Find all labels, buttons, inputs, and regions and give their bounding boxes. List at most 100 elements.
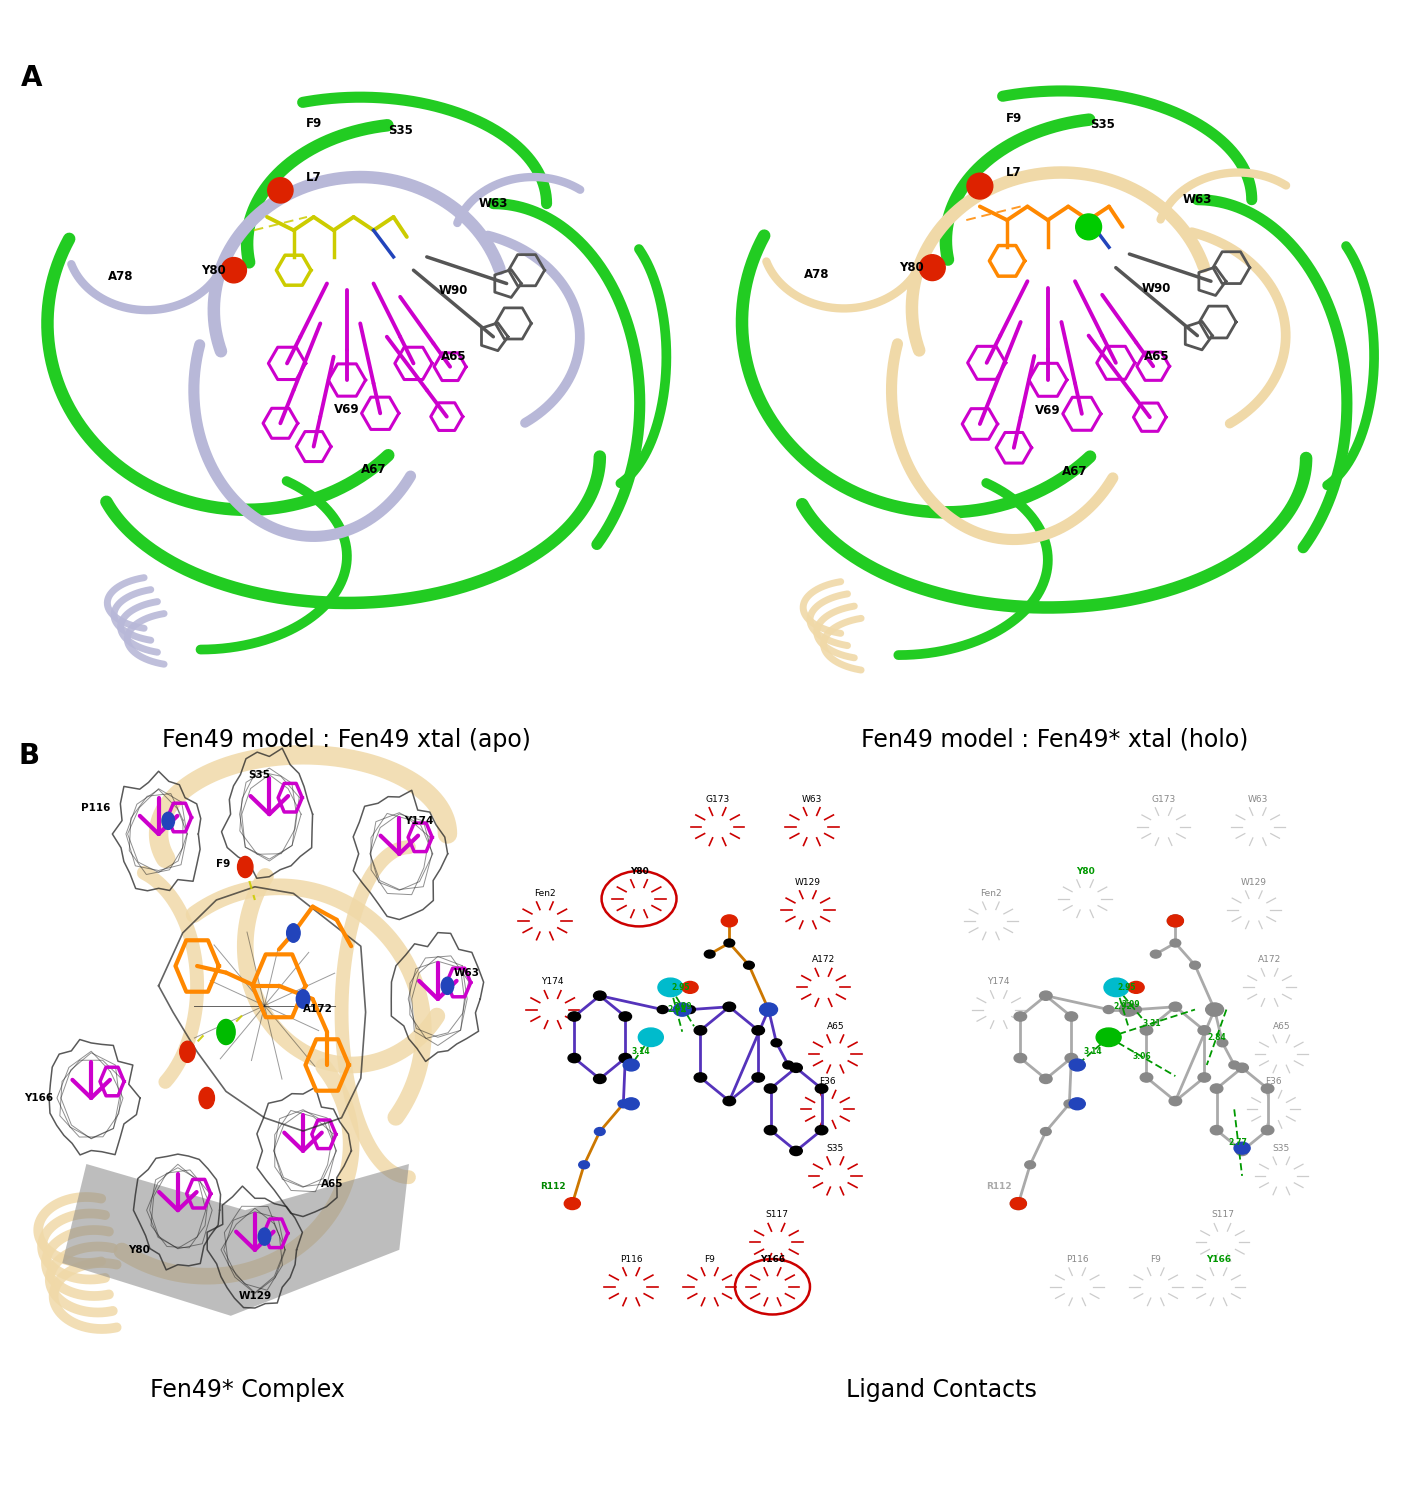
Text: Fen49 model : Fen49 xtal (apo): Fen49 model : Fen49 xtal (apo) [163,728,531,752]
Text: F36: F36 [1264,1077,1281,1086]
Text: S35: S35 [1090,118,1114,132]
Circle shape [724,939,735,946]
Circle shape [217,1020,235,1044]
Text: A65: A65 [1144,350,1170,363]
Circle shape [623,1059,639,1071]
Text: Y80: Y80 [201,264,227,276]
Circle shape [1063,1100,1075,1108]
Text: W63: W63 [801,795,821,804]
Circle shape [296,990,310,1008]
Circle shape [565,1197,581,1209]
Text: W129: W129 [794,878,821,886]
Circle shape [617,1100,629,1108]
Circle shape [1014,1013,1027,1022]
Text: A65: A65 [320,1179,343,1190]
Text: V69: V69 [334,404,360,417]
Circle shape [1150,950,1161,958]
Circle shape [568,1053,581,1062]
Text: A172: A172 [811,956,835,964]
Text: W63: W63 [1247,795,1267,804]
Text: Fen2: Fen2 [980,890,1001,898]
Text: Y166: Y166 [24,1094,52,1102]
Circle shape [765,1084,777,1094]
Circle shape [619,1013,632,1022]
Circle shape [1069,1098,1085,1110]
Circle shape [1235,1142,1250,1154]
Circle shape [694,1072,707,1082]
Circle shape [724,1096,735,1106]
Circle shape [1131,1005,1141,1014]
Circle shape [1189,962,1201,969]
Text: A65: A65 [1273,1022,1290,1031]
Text: F9: F9 [704,1254,715,1263]
Text: 2.92: 2.92 [667,1005,685,1014]
Text: P116: P116 [620,1254,643,1263]
Circle shape [683,981,698,993]
Text: Y174: Y174 [541,978,564,987]
Circle shape [1262,1084,1274,1094]
Text: A65: A65 [827,1022,844,1031]
Circle shape [657,1005,668,1014]
Text: 2.84: 2.84 [1208,1034,1226,1042]
Circle shape [1065,1013,1078,1022]
Text: S35: S35 [827,1144,844,1154]
Circle shape [724,1002,735,1011]
Circle shape [724,1004,735,1011]
Text: Y166: Y166 [760,1254,784,1263]
Text: F9: F9 [217,859,231,868]
Circle shape [1096,1028,1121,1047]
Circle shape [1209,1005,1221,1014]
Circle shape [790,1064,803,1072]
Text: 2.92: 2.92 [1113,1002,1131,1011]
Circle shape [1140,1072,1153,1082]
Text: L7: L7 [306,171,321,183]
Circle shape [161,812,174,830]
Circle shape [180,1041,195,1062]
Circle shape [673,1004,691,1016]
Text: F36: F36 [818,1077,835,1086]
Circle shape [1039,1074,1052,1083]
Text: S35: S35 [388,124,412,136]
Circle shape [595,1128,605,1136]
Circle shape [639,1028,663,1047]
Text: A65: A65 [440,350,466,363]
Circle shape [1262,1125,1274,1136]
Circle shape [1104,978,1129,996]
Circle shape [258,1228,270,1245]
Circle shape [919,255,946,280]
Circle shape [286,924,300,942]
Text: Y174: Y174 [987,978,1010,987]
Circle shape [967,172,993,200]
Text: Fen49 model : Fen49* xtal (holo): Fen49 model : Fen49* xtal (holo) [861,728,1249,752]
Text: Y80: Y80 [899,261,925,274]
Circle shape [1198,1072,1211,1082]
Text: A172: A172 [1257,956,1281,964]
Text: Y174: Y174 [404,816,433,827]
Circle shape [1218,1040,1228,1047]
Circle shape [721,915,738,927]
Text: Y166: Y166 [1206,1254,1231,1263]
Circle shape [1236,1146,1249,1155]
Circle shape [752,1026,765,1035]
Circle shape [593,1074,606,1083]
Circle shape [1167,915,1184,927]
Circle shape [1014,1053,1027,1062]
Text: A67: A67 [361,464,387,477]
Circle shape [1140,1026,1153,1035]
Circle shape [1170,1096,1181,1106]
Text: A172: A172 [303,1004,333,1014]
Circle shape [619,1053,632,1062]
Circle shape [1167,915,1184,927]
Text: G173: G173 [705,795,729,804]
Text: A: A [21,64,42,92]
Text: F9: F9 [1150,1254,1161,1263]
Circle shape [1170,1004,1181,1011]
Circle shape [1229,1060,1239,1070]
Text: R112: R112 [986,1182,1011,1191]
Circle shape [579,1161,589,1168]
Text: F9: F9 [1005,111,1022,125]
Text: Ligand Contacts: Ligand Contacts [847,1378,1037,1402]
Circle shape [790,1146,803,1155]
Circle shape [1198,1026,1211,1035]
Circle shape [1025,1161,1035,1168]
